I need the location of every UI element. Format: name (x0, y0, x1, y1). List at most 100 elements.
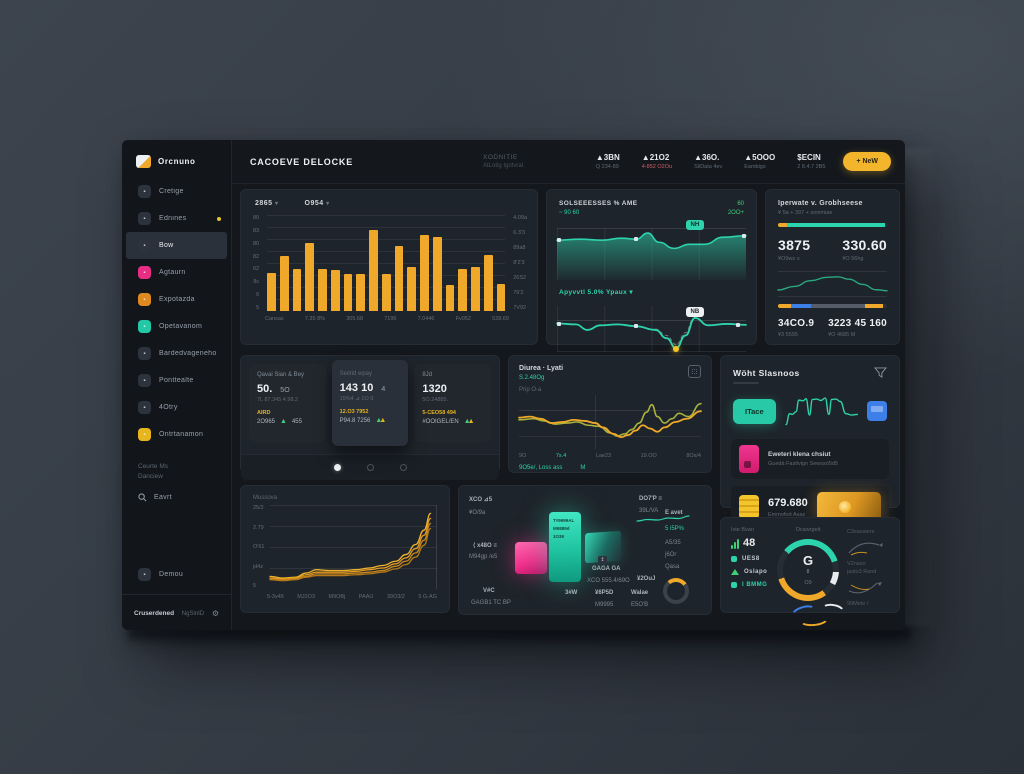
tile-sub: 7L 87.345 4.98.2 (257, 397, 299, 403)
footer-plan-label: NgSinID (181, 610, 205, 617)
card-label: Prip O-a (519, 387, 542, 393)
sidebar-item-opetavanom[interactable]: Opetavanom (122, 313, 231, 340)
bar-3d-pink[interactable] (515, 542, 547, 574)
tile-footer: P94.8 7256 ▲▲ (339, 417, 387, 424)
legend-swatch (731, 556, 737, 562)
layers-icon (138, 212, 151, 225)
carousel-pagination (241, 454, 499, 480)
mountain-icon: ▲▲ (463, 418, 475, 425)
kpi-sub: ¥O 4685 M (828, 332, 856, 338)
stat-value: $ECIN (797, 153, 821, 162)
chart-marker (557, 321, 561, 326)
sidebar-item-label: Ontrtanamon (159, 431, 204, 438)
area-chart[interactable]: NH (557, 220, 746, 280)
legend-item[interactable]: UES8 (731, 556, 769, 562)
sidebar-item-bow-active[interactable]: Bow (126, 232, 227, 259)
bars-icon (731, 539, 739, 549)
wallet-sparkline (786, 394, 857, 428)
sidebar-item-expotazda[interactable]: Expotazda (122, 286, 231, 313)
multi-line-chart[interactable] (519, 395, 701, 449)
up-badge-icon: ↥ (598, 556, 607, 564)
gauge-card: Ivte Bvan 48 UES8 Oslapo I BMMG Ocawrgei… (720, 517, 900, 628)
kpi-value: 330.60 (842, 237, 887, 253)
progress-bar-2 (778, 304, 887, 308)
list-item: j6Or (665, 552, 677, 558)
mountain-icon: ▲▲ (375, 417, 387, 424)
panel-label[interactable]: DO7'P ≡ (639, 496, 662, 502)
chart-marker (736, 322, 741, 327)
line-chart[interactable]: NB (557, 306, 746, 352)
stat-sub: Q 234-89 (595, 164, 619, 170)
panel-side-highlight (903, 148, 937, 626)
legend-item[interactable]: Oslapo (731, 569, 769, 575)
bottom-sublabel: E5O'B (631, 602, 649, 608)
sidebar-item-cretige[interactable]: Cretige (122, 178, 231, 205)
flow-title-2[interactable]: Apyvvtl 5.0% Ypaux ▾ (559, 289, 634, 296)
sidebar-item-ontrtanamon[interactable]: Ontrtanamon (122, 421, 231, 448)
tile-title: 8Jd (422, 372, 433, 378)
legend-label: UES8 (742, 556, 760, 562)
growth-chart-card: Mussova 25/2 2.79 O'61 jd4z 5 5-3v45 MJ2O3 … (240, 485, 450, 613)
gear-icon[interactable]: ⚙ (211, 609, 219, 618)
tile-title: Seilrid wpay (339, 371, 373, 377)
wallet-list-item[interactable]: Eweteri klena chsiut Guedá Fastivign Sew… (731, 439, 889, 479)
tile-sub: 15%4 ⊿ 1O 9 (339, 396, 374, 402)
growth-curves-chart[interactable] (270, 505, 437, 589)
chart-marker (634, 237, 639, 242)
sidebar-item-demou[interactable]: Demou (122, 561, 231, 588)
doodle-label: C3sassiere (847, 529, 875, 535)
sidebar-item-agtaurn[interactable]: Agtaurn (122, 259, 231, 286)
chart-marker (742, 233, 746, 238)
carousel-dot[interactable] (366, 464, 374, 471)
sidebar-item-ponttealte[interactable]: Ponttealte (122, 367, 231, 394)
carousel-dot[interactable] (399, 464, 407, 471)
kpi-tile[interactable]: 8Jd 1320 5O.24885. 5-CEO58 494 #OOIGEL/E… (414, 364, 492, 442)
bar-3d-teal-tall[interactable]: T#9999AL M9889d 1O39 (549, 512, 581, 582)
stat-card-subtitle: ¥ 5a + 397 + sonimiae (778, 210, 833, 216)
sidebar-item-label: Opetavanom (159, 323, 203, 330)
wallet-card: Wöht Slasnoos ITace Eweteri klena chsiut… (720, 355, 900, 528)
filter-dropdown-2[interactable]: O954 ▾ (305, 200, 330, 207)
sidebar-item-bardedvageneho[interactable]: Bardedvageneho (122, 340, 231, 367)
sidebar: Orcnuno Cretige Ednines Bow Agtaurn Expo… (122, 140, 232, 630)
kpi-tile[interactable]: Qavai Sian & Bey 50. 5O 7L 87.345 4.98.2 … (249, 364, 326, 442)
center-sublabel: XCO 555.4/69O (587, 578, 630, 584)
card-title: Mussova (253, 495, 278, 501)
stat-sub: Eambigs (744, 164, 766, 170)
summary-stat-card: Iperwate v. Grobhseese ¥ 5a + 397 + soni… (765, 189, 900, 345)
panel-label: ¥2OuJ (637, 576, 656, 582)
app-logo[interactable]: Orcnuno (122, 140, 231, 178)
sidebar-search[interactable]: Eavrt (122, 485, 231, 510)
filter-dropdown-1[interactable]: 2865 ▾ (255, 200, 279, 207)
tile-accent: AIRD (257, 410, 271, 416)
trace-button[interactable]: ITace (733, 398, 776, 424)
doodle-label: V2naso (847, 561, 866, 567)
sidebar-footer: Demou Cruserdened NgSinID ⚙ (122, 561, 231, 630)
sidebar-section-label: Ceurte Ms Danciew (122, 448, 231, 485)
kpi-tile-elevated[interactable]: Seilrid wpay 143 10 4 15%4 ⊿ 1O 9 12.O3 7… (331, 360, 409, 446)
app-tile-icon[interactable] (867, 401, 887, 421)
funnel-icon[interactable] (874, 367, 887, 378)
bar-chart[interactable] (267, 215, 506, 311)
list-item: A5/35 (665, 540, 681, 546)
bottom-label: V#C (483, 588, 495, 594)
sidebar-item-label: Agtaurn (159, 269, 186, 276)
new-button[interactable]: + NeW (843, 152, 891, 171)
footer-label[interactable]: 9O5e/, Loss ass (519, 465, 563, 471)
carousel-dot-active[interactable] (333, 464, 341, 471)
sidebar-item-4otry[interactable]: 4Otry (122, 394, 231, 421)
legend-item[interactable]: I BMMG (731, 582, 769, 588)
dropdown-sublabel: M94gp /e5 (469, 554, 498, 560)
sidebar-item-ednines[interactable]: Ednines (122, 205, 231, 232)
highlight-dot (673, 345, 680, 352)
notification-dot (217, 216, 221, 221)
header-subtitle: XODNITIE (483, 154, 518, 161)
expand-icon[interactable] (688, 365, 701, 378)
logo-icon (136, 155, 151, 168)
dropdown-label[interactable]: ⟨ x48O ≡ (473, 543, 497, 549)
panel-label: E avet (665, 510, 683, 516)
gauge-left-value: 48 (743, 537, 756, 549)
ledger-yellow-icon (739, 495, 759, 519)
item-sub: Emmofort Asaz (768, 511, 806, 518)
y-axis-labels: 25/2 2.79 O'61 jd4z 5 (253, 505, 265, 589)
